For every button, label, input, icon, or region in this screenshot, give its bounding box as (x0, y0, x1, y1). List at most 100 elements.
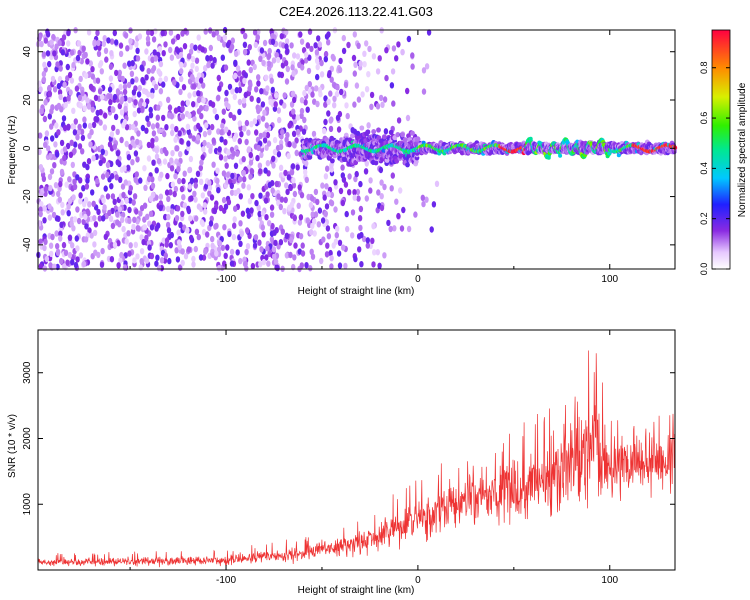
spectrogram-cell (260, 210, 266, 217)
spectrogram-cell (147, 244, 152, 251)
spectrogram-cell (265, 245, 270, 252)
spectrogram-cell (368, 177, 373, 184)
spectrogram-cell (323, 173, 329, 180)
spectrogram-cell (346, 41, 351, 49)
spectrogram-cell (359, 231, 364, 239)
spectrogram-cell (41, 175, 47, 183)
spectrogram-cell (253, 41, 258, 49)
spectrogram-cell (372, 249, 377, 256)
spectrogram-cell (322, 127, 327, 135)
spectrogram-cell (304, 51, 309, 58)
spectrogram-cell (316, 221, 321, 228)
spectrogram-cell (212, 207, 218, 215)
spectrogram-cell (319, 59, 324, 67)
spectrogram-cell (258, 55, 263, 62)
spectrogram-cell (108, 93, 113, 100)
spectrogram-cell (226, 198, 232, 206)
spectrogram-cell (87, 227, 92, 234)
spectrogram-cell (111, 106, 116, 114)
spectrogram-cell (89, 128, 94, 136)
spectrogram-cell (353, 175, 358, 183)
spectrogram-cell (265, 131, 271, 139)
spectrogram-cell (324, 183, 329, 190)
spectrogram-cell (109, 256, 115, 263)
spectrogram-cell (115, 159, 120, 166)
spectrogram-cell (181, 84, 187, 91)
spectrogram-cell (248, 66, 253, 74)
spectrogram-cell (185, 227, 190, 234)
spectrogram-cell (164, 189, 170, 196)
spectrogram-cell (84, 223, 89, 230)
spectrogram-cell (200, 154, 205, 161)
spectrogram-cell (41, 76, 47, 83)
spectrogram-cell (179, 61, 184, 69)
spectrogram-cell (85, 58, 90, 65)
spectrogram-cell (165, 221, 171, 229)
spectrogram-cell (49, 39, 54, 46)
spectrogram-cell (290, 90, 296, 98)
spectrogram-cell (334, 90, 340, 98)
spectrogram-cell (289, 101, 295, 108)
spectrogram-cell (115, 88, 121, 95)
spectrogram-cell (88, 141, 93, 148)
spectrogram-cell (317, 41, 323, 48)
spectrogram-cell (307, 154, 313, 160)
spectrogram-cell (252, 118, 258, 125)
spectrogram-cell (208, 220, 214, 227)
spectrogram-cell (315, 100, 320, 108)
spectrogram-cell (270, 86, 275, 94)
spectrogram-cell (102, 204, 107, 211)
spectrogram-cell (225, 41, 231, 49)
spectrogram-cell (144, 74, 149, 81)
spectrogram-cell (205, 55, 210, 62)
spectrogram-cell (156, 68, 161, 75)
spectrogram-cell (293, 242, 298, 249)
spectrogram-cell (257, 210, 262, 218)
spectrogram-cell (42, 115, 48, 123)
spectrogram-cell (275, 264, 280, 272)
spectrogram-cell (214, 113, 220, 121)
spectrogram-cell (178, 88, 183, 96)
spectrogram-cell (118, 257, 123, 264)
spectrogram-cell (37, 34, 42, 41)
spectrogram-cell (607, 151, 612, 156)
spectrogram-cell (107, 209, 112, 217)
spectrogram-cell (155, 122, 160, 129)
spectrogram-cell (322, 194, 327, 201)
spectrogram-cell (301, 128, 307, 135)
spectrogram-cell (272, 253, 277, 260)
spectrogram-cell (38, 132, 43, 139)
spectrogram-cell (364, 195, 369, 202)
spectrogram-cell (261, 59, 266, 67)
spectrogram-cell (66, 40, 71, 47)
spectrogram-cell (276, 107, 281, 114)
spectrogram-cell (114, 39, 119, 46)
y-tick-label: 2000 (22, 427, 33, 450)
spectrogram-cell (289, 169, 295, 176)
spectrogram-cell (298, 31, 303, 38)
spectrogram-cell (328, 199, 334, 206)
spectrogram-cell (41, 70, 47, 78)
spectrogram-cell (97, 44, 102, 51)
spectrogram-cell (343, 181, 349, 188)
colorbar-tick-label: 0.4 (699, 162, 709, 175)
spectrogram-cell (311, 130, 317, 138)
spectrogram-cell (67, 251, 73, 259)
spectrogram-cell (187, 166, 192, 174)
spectrogram-cell (217, 240, 223, 247)
spectrogram-cell (61, 34, 67, 41)
spectrogram-cell (127, 206, 132, 214)
spectrogram-cell (336, 250, 342, 257)
spectrogram-cell (280, 129, 285, 136)
spectrogram-cell (255, 154, 260, 162)
spectrogram-cell (246, 146, 252, 153)
spectrogram-cell (66, 29, 71, 37)
spectrogram-cell (86, 210, 91, 217)
spectrogram-cell (90, 100, 95, 107)
spectrogram-cell (196, 122, 201, 130)
spectrogram-cell (382, 252, 387, 259)
spectrogram-cell (62, 124, 68, 132)
spectrogram-cell (302, 89, 307, 97)
spectrogram-cell (100, 148, 106, 155)
